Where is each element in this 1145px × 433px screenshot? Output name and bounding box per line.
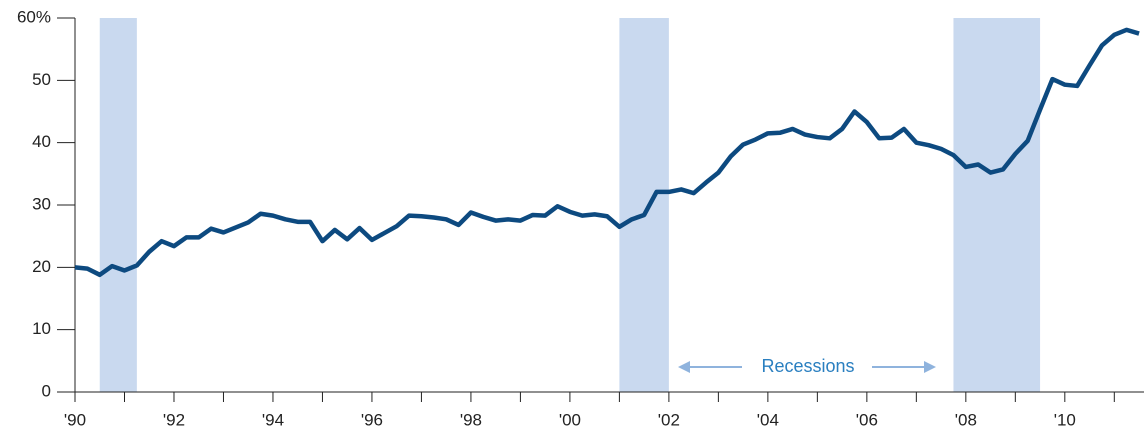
x-tick-label: '98 [460, 410, 482, 429]
recession-band [619, 18, 669, 392]
y-tick-label: 40 [32, 132, 51, 151]
x-tick-label: '08 [955, 410, 977, 429]
x-tick-label: '06 [856, 410, 878, 429]
y-tick-label: 20 [32, 257, 51, 276]
x-tick-label: '94 [262, 410, 284, 429]
y-tick-label: 30 [32, 194, 51, 213]
x-tick-label: '10 [1054, 410, 1076, 429]
recession-band [953, 18, 1041, 392]
series-line [74, 27, 1140, 278]
x-tick-label: '90 [64, 410, 86, 429]
arrow-right-head [924, 361, 936, 373]
y-tick-label: 60% [17, 7, 51, 26]
x-tick-label: '96 [361, 410, 383, 429]
y-tick-label: 50 [32, 70, 51, 89]
x-tick-label: '92 [163, 410, 185, 429]
recession-bands [99, 18, 1041, 392]
annotation: Recessions [761, 356, 854, 376]
x-tick-label: '04 [757, 410, 779, 429]
recession-band [99, 18, 137, 392]
y-tick-label: 0 [42, 381, 51, 400]
x-tick-label: '02 [658, 410, 680, 429]
arrow-left-head [678, 361, 690, 373]
y-tick-label: 10 [32, 319, 51, 338]
x-tick-label: '00 [559, 410, 581, 429]
